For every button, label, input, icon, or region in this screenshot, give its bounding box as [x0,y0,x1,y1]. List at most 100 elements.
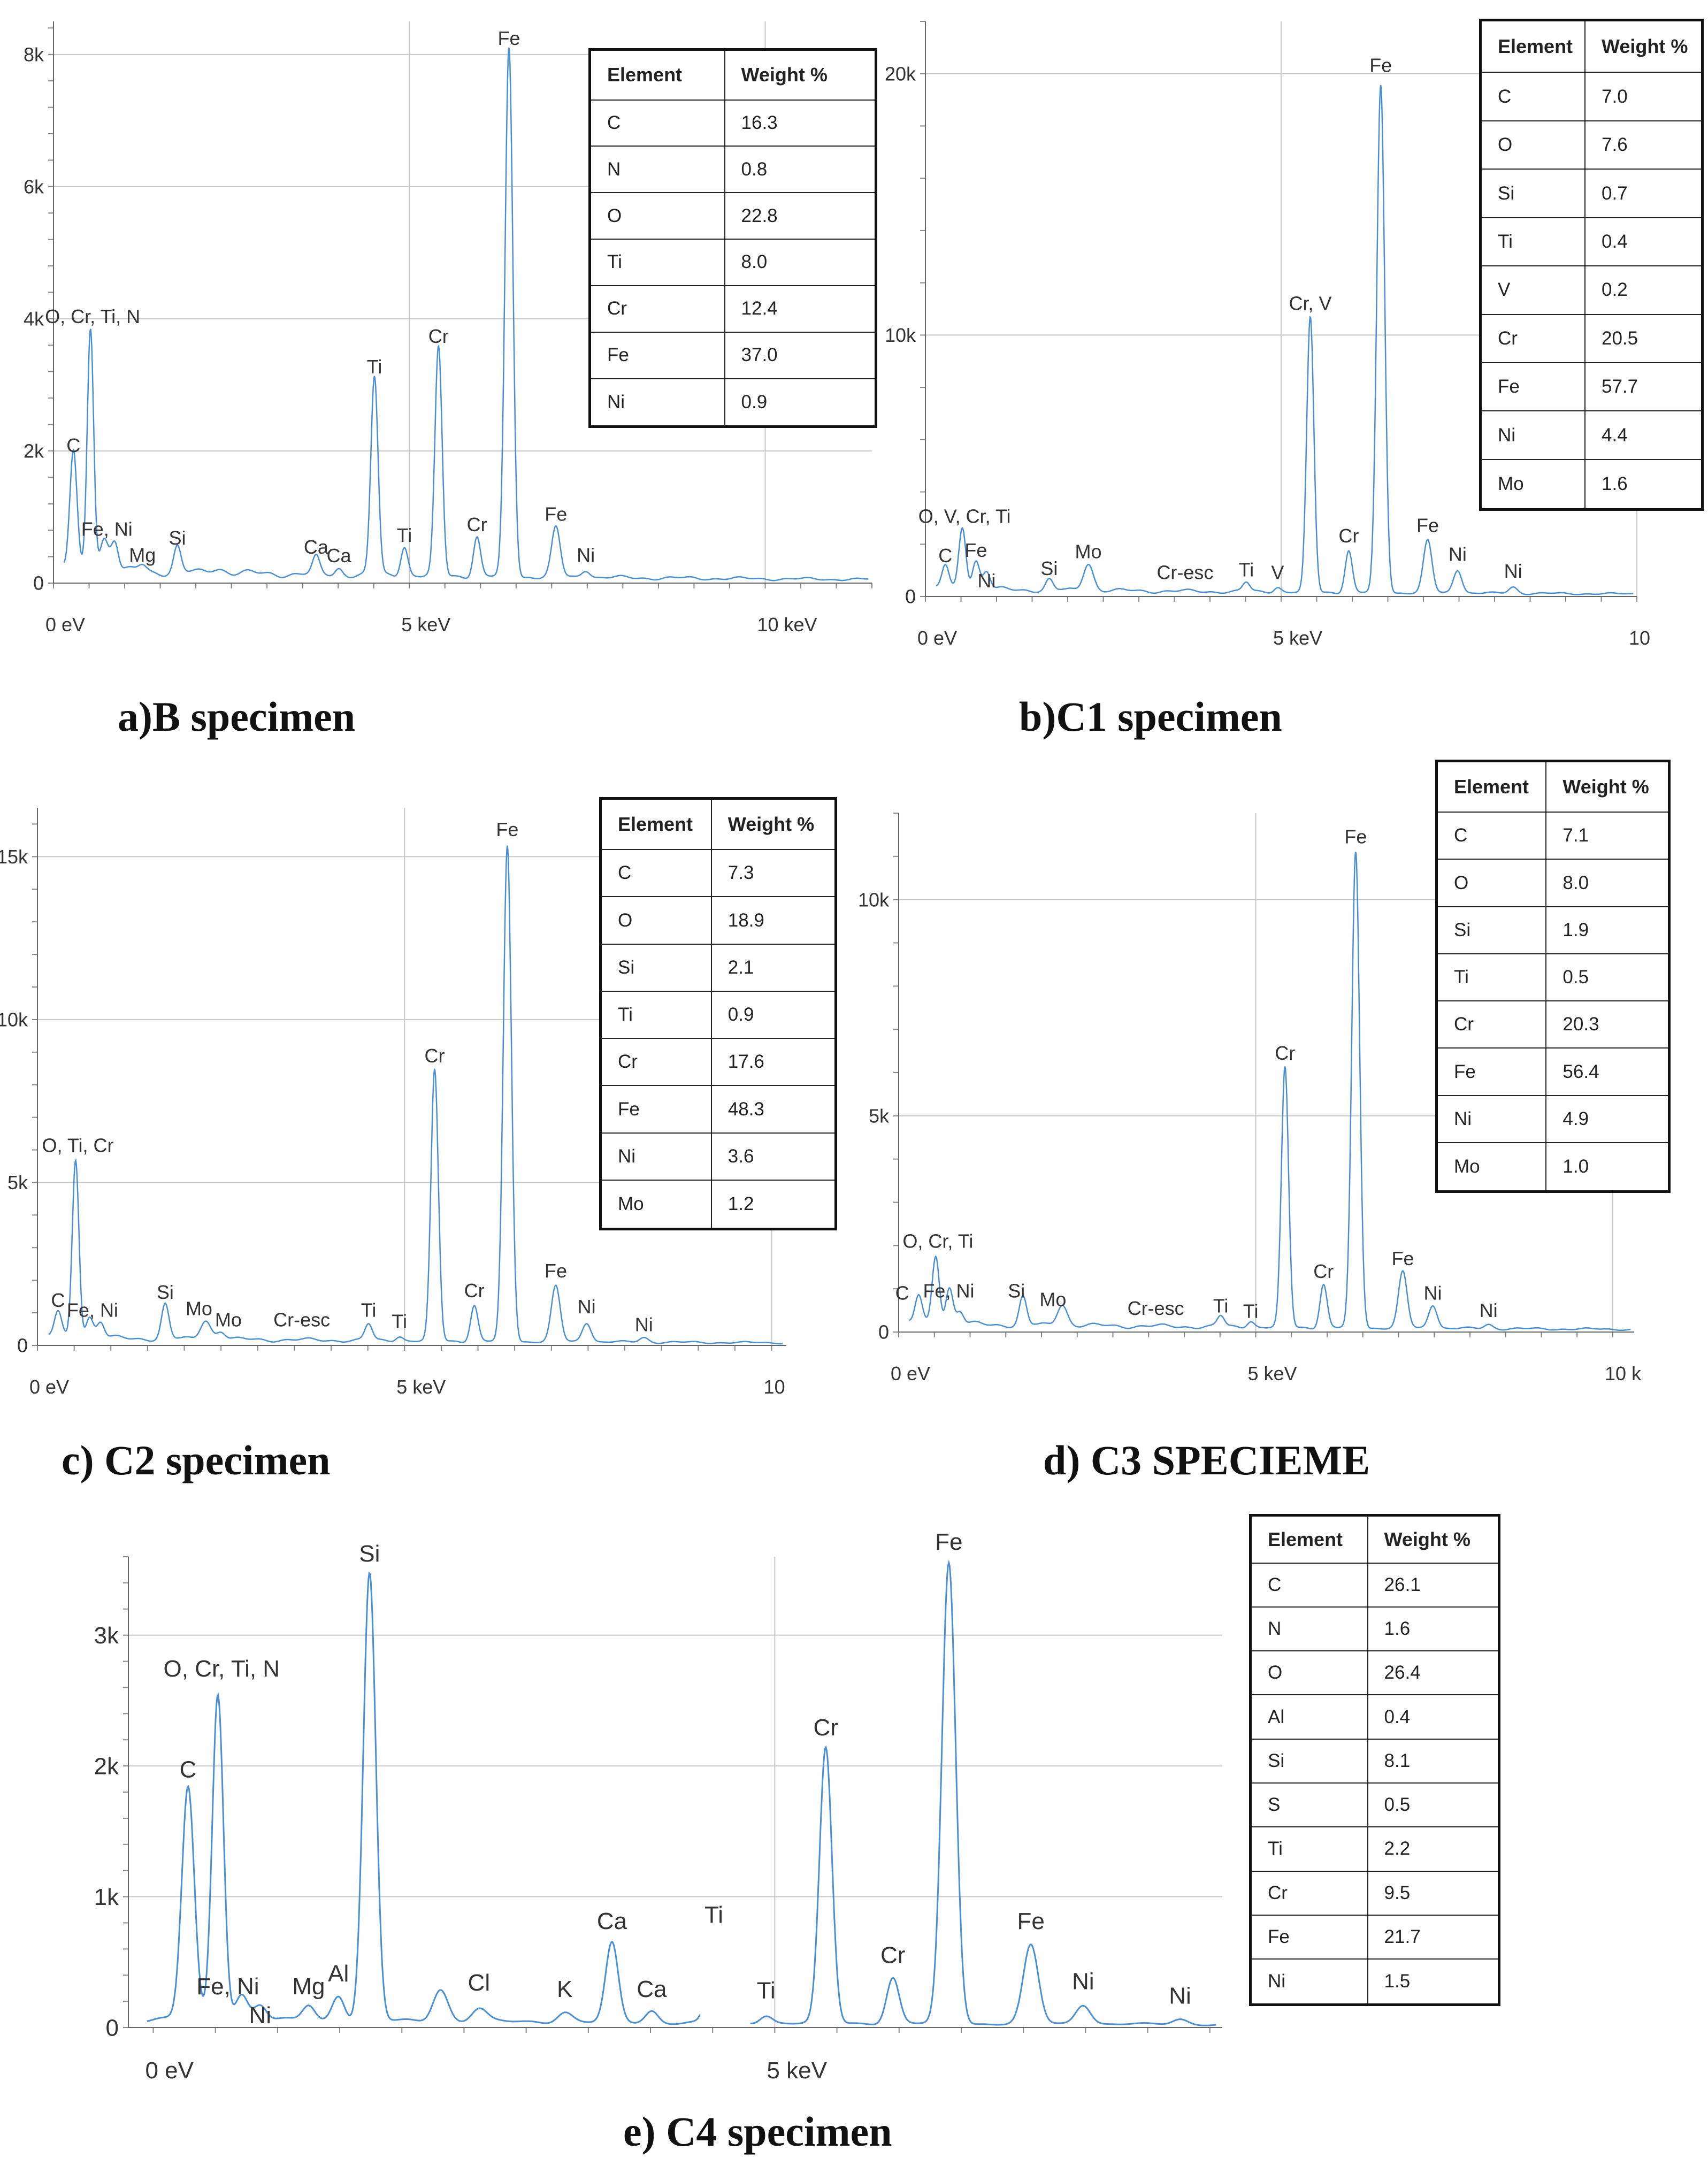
table-row: Mo 1.6 [1480,458,1703,510]
weight-cell: 37.0 [724,331,877,379]
weight-cell: 20.3 [1545,1000,1670,1049]
caption-b: b)C1 specimen [1019,693,1282,740]
peak-label: Ca [637,1976,667,2002]
weight-cell: 22.8 [724,192,877,240]
element-cell: Si [1480,169,1586,218]
peak-label: Cr-esc [1156,562,1213,584]
element-table-a: Element Weight % C 16.3 N 0.8 O 22.8 Ti 8.0 Cr 12.4… [588,48,877,428]
y-tick-label: 20k [885,63,916,85]
y-tick-label: 5k [7,1172,28,1193]
element-table-c: Element Weight % C 7.3 O 18.9 Si 2.1 Ti 0.9 Cr 17.6… [599,797,837,1230]
element-cell: Mo [1436,1142,1547,1192]
x-tick-label: 5 keV [396,1376,446,1398]
peak-label: Si [359,1541,380,1567]
y-tick-label: 8k [24,43,44,65]
table-row: Cr 17.6 [600,1038,837,1086]
peak-label: Ni [577,544,595,566]
weight-cell: 7.1 [1545,812,1670,860]
element-cell: Fe [1250,1914,1368,1960]
table-row: O 8.0 [1436,859,1670,907]
y-tick-label: 0 [905,586,916,608]
element-table-b: Element Weight % C 7.0 O 7.6 Si 0.7 Ti 0.4 V 0.2 Cr 2… [1479,19,1704,511]
caption-c: c) C2 specimen [62,1437,331,1483]
header-weight: Weight % [1545,760,1670,813]
element-cell: Ni [1250,1958,1368,2006]
peak-label: Fe [545,1260,567,1282]
weight-cell: 9.5 [1367,1870,1500,1916]
peak-label: Mo [186,1297,212,1319]
table-row: O 26.4 [1250,1650,1500,1696]
element-cell: C [1480,72,1586,121]
weight-cell: 8.0 [724,239,877,286]
element-cell: N [589,146,725,194]
peak-label: Cr-esc [1128,1297,1184,1319]
panel-c: 0 5k 10k 15k 0 eV 5 keV 10 O, Ti, Cr C Fe, Ni Si Mo… [0,760,867,1498]
spectrum-line [909,852,1631,1331]
peak-label: Ni [1480,1299,1498,1321]
header-element: Element [600,798,712,851]
weight-cell: 1.9 [1545,906,1670,954]
element-cell: Ti [1250,1826,1368,1872]
peak-label: Ni [1504,560,1522,582]
caption-d: d) C3 SPECIEME [1043,1437,1370,1483]
x-tick-label: 5 keV [401,614,450,636]
weight-cell: 1.0 [1545,1142,1670,1192]
peak-label: Cr [1275,1042,1295,1064]
peak-label: C [895,1282,909,1304]
peak-label: Fe [935,1529,962,1555]
table-row: O 7.6 [1480,120,1703,170]
table-row: Fe 48.3 [600,1085,837,1134]
table-row: Mo 1.0 [1436,1142,1670,1192]
y-tick-label: 10k [0,1009,28,1031]
table-row: Mo 1.2 [600,1179,837,1230]
weight-cell: 0.2 [1584,265,1703,315]
element-cell: O [1250,1650,1368,1696]
peak-label: Fe, Ni [67,1299,118,1321]
peak-label: V [1271,562,1284,584]
peak-label: Ca [304,536,329,558]
peak-label: Ni [1072,1968,1094,1994]
spectrum-line [63,47,869,581]
peak-label: C [66,434,80,456]
peak-label: O, Cr, Ti, N [45,305,140,327]
weight-cell: 0.9 [710,990,837,1039]
table-row: Ti 8.0 [589,239,877,286]
peak-label: O, Ti, Cr [42,1135,113,1157]
element-cell: O [1480,120,1586,170]
spectrum-line [936,85,1634,595]
weight-cell: 26.1 [1367,1562,1500,1608]
peak-label: C [938,545,952,567]
y-tick-label: 0 [33,572,44,594]
peak-label: Cr [428,325,449,347]
element-cell: Mo [1480,458,1586,510]
element-table-e: Element Weight % C 26.1 N 1.6 O 26.4 Al 0.4 Si 8.1 S… [1249,1514,1500,2006]
table-row: Cr 9.5 [1250,1870,1500,1916]
element-cell: C [589,99,725,147]
x-tick-label: 5 keV [767,2057,827,2084]
peak-label: Cr [464,1280,485,1302]
weight-cell: 4.4 [1584,410,1703,460]
weight-cell: 1.6 [1584,458,1703,510]
weight-cell: 1.2 [710,1179,837,1230]
y-tick-label: 6k [24,175,44,197]
peak-label: Ti [361,1299,377,1321]
element-cell: Ti [1480,217,1586,267]
x-tick-label: 5 keV [1247,1363,1297,1384]
table-row: Fe 56.4 [1436,1047,1670,1096]
element-cell: C [1436,812,1547,860]
element-cell: Fe [600,1085,712,1134]
header-weight: Weight % [710,798,837,851]
peak-label: C [180,1756,197,1782]
table-header-row: Element Weight % [600,798,837,851]
peak-label: Si [1040,557,1058,579]
peak-label: Ti [704,1902,723,1928]
element-cell: O [589,192,725,240]
panel-d: 0 5k 10k 0 eV 5 keV 10 k O, Cr, Ti C Fe, Ni Si Mo C… [856,760,1708,1498]
weight-cell: 21.7 [1367,1914,1500,1960]
table-row: Ni 3.6 [600,1132,837,1181]
y-tick-label: 3k [94,1623,119,1649]
x-tick-label: 10 [764,1376,785,1398]
table-row: Si 0.7 [1480,169,1703,218]
table-row: Si 1.9 [1436,906,1670,954]
weight-cell: 12.4 [724,285,877,333]
